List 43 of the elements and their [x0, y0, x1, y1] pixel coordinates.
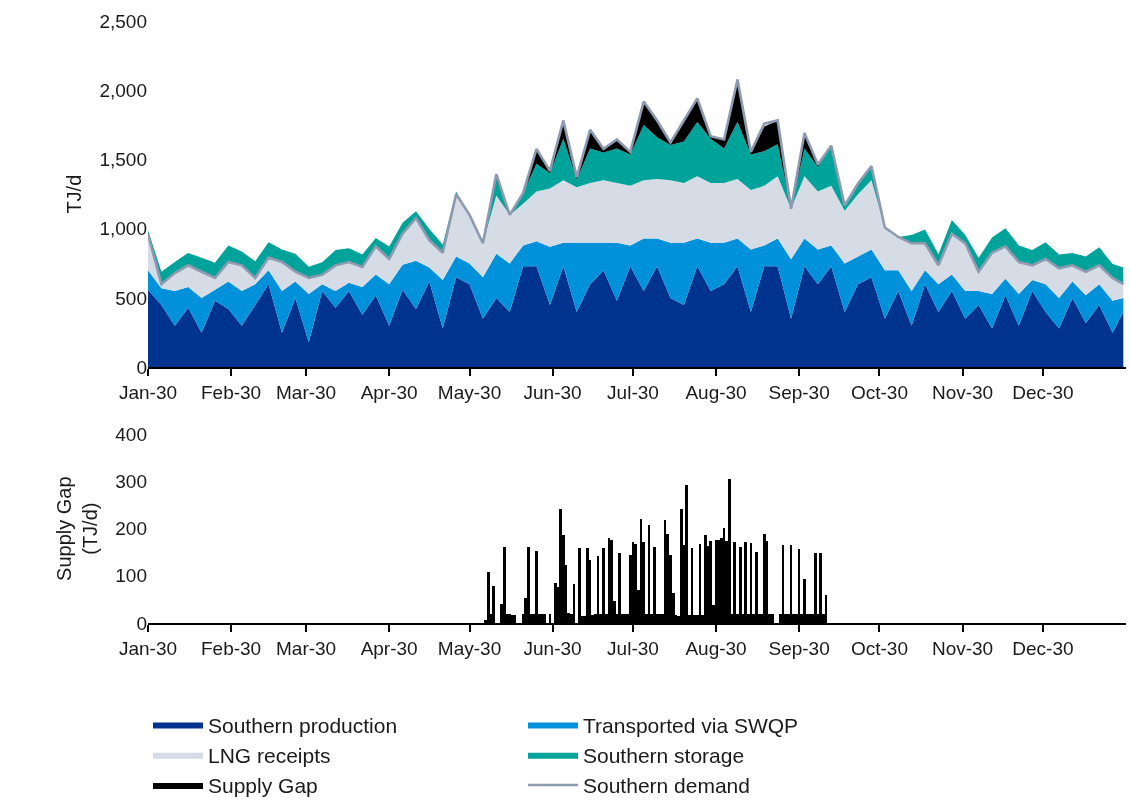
x-tick-label: Jan-30 [118, 381, 178, 403]
x-tick-label: Apr-30 [360, 381, 418, 403]
x-tick-label: Oct-30 [850, 637, 909, 659]
y-tick-label: 1,000 [99, 218, 147, 240]
legend-label: Supply Gap [208, 774, 318, 798]
y-tick-label: 500 [115, 287, 147, 309]
x-tick-label: Jan-30 [118, 637, 178, 659]
y-tick-label: 2,000 [99, 79, 147, 101]
y-tick-label: 300 [115, 471, 147, 493]
y-tick-label: 1,500 [99, 149, 147, 171]
x-tick-label: Nov-30 [931, 637, 994, 659]
x-tick-label: Oct-30 [850, 381, 909, 403]
x-tick-label: Feb-30 [200, 381, 262, 403]
y-axis-title: Supply Gap (TJ/d) [52, 476, 101, 581]
legend-label: Transported via SWQP [583, 713, 799, 737]
x-tick-label: Apr-30 [360, 637, 418, 659]
x-tick-label: Nov-30 [931, 381, 994, 403]
x-tick-label: Feb-30 [200, 637, 262, 659]
x-tick-label: Jul-30 [607, 637, 659, 659]
y-tick-label: 0 [136, 356, 147, 378]
x-tick-label: Dec-30 [1012, 381, 1074, 403]
x-tick-label: Aug-30 [685, 381, 747, 403]
x-tick-label: May-30 [437, 637, 502, 659]
x-tick-label: Sep-30 [768, 637, 830, 659]
y-tick-label: 200 [115, 518, 147, 540]
x-tick-label: Jul-30 [607, 381, 659, 403]
legend-label: Southern demand [583, 774, 750, 798]
legend-label: Southern production [208, 713, 398, 737]
y-axis-title: TJ/d [62, 174, 85, 214]
legend-label: LNG receipts [208, 743, 331, 767]
y-tick-label: 100 [115, 565, 147, 587]
x-tick-label: Jun-30 [523, 381, 582, 403]
x-tick-label: May-30 [437, 381, 502, 403]
x-tick-label: Dec-30 [1012, 637, 1074, 659]
y-tick-label: 2,500 [99, 10, 147, 32]
y-tick-label: 400 [115, 423, 147, 445]
x-tick-label: Mar-30 [276, 637, 337, 659]
y-tick-label: 0 [136, 612, 147, 634]
legend-label: Southern storage [583, 743, 745, 767]
x-tick-label: Sep-30 [768, 381, 830, 403]
x-tick-label: Aug-30 [685, 637, 747, 659]
x-tick-label: Jun-30 [523, 637, 582, 659]
x-tick-label: Mar-30 [276, 381, 337, 403]
